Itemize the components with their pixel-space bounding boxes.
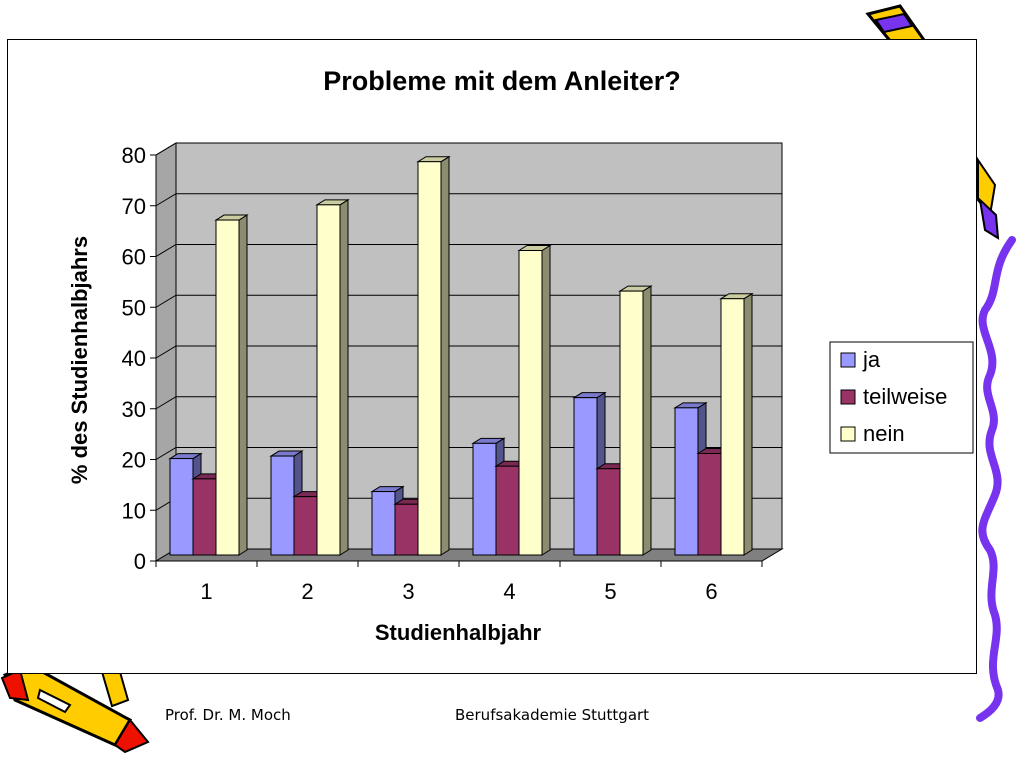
wave-decoration-icon — [976, 236, 1016, 722]
x-tick-label: 2 — [301, 579, 313, 604]
bar-front — [573, 397, 598, 556]
bar-side — [339, 198, 349, 556]
x-tick-label: 3 — [402, 579, 414, 604]
legend-swatch — [840, 426, 856, 442]
y-tick-label: 10 — [122, 498, 146, 523]
bar — [214, 214, 249, 556]
footer-institution: Berufsakademie Stuttgart — [455, 706, 650, 724]
bar-front — [293, 496, 318, 556]
bar-front — [394, 503, 419, 556]
bar-front — [697, 453, 722, 556]
y-tick-label: 20 — [122, 448, 146, 473]
x-tick-label: 1 — [200, 579, 212, 604]
bar-front — [417, 161, 442, 556]
y-tick-label: 60 — [122, 245, 146, 270]
legend-label: ja — [862, 347, 881, 372]
bar-side — [541, 244, 551, 556]
bar-side — [238, 214, 248, 556]
bar — [517, 244, 552, 556]
legend: ja teilweise nein — [829, 341, 974, 454]
x-tick-label: 4 — [503, 579, 515, 604]
bar-front — [518, 250, 543, 556]
pencil-tip-icon — [977, 156, 1000, 240]
bar-side — [743, 292, 753, 556]
y-tick-label: 0 — [134, 549, 146, 574]
y-axis-label: % des Studienhalbjahrs — [67, 236, 92, 484]
chart-title: Probleme mit dem Anleiter? — [323, 66, 681, 96]
bar-front — [192, 478, 217, 556]
bar-side — [642, 285, 652, 556]
gridline — [155, 142, 782, 156]
legend-label: nein — [863, 421, 905, 446]
footer-author: Prof. Dr. M. Moch — [165, 706, 291, 724]
bar-front — [472, 442, 497, 556]
y-tick-label: 80 — [122, 143, 146, 168]
x-tick-label: 5 — [604, 579, 616, 604]
bar — [719, 292, 754, 556]
bar-front — [215, 219, 240, 556]
bar-front — [371, 491, 396, 556]
pencil-bottom-icon — [0, 663, 150, 754]
bar — [618, 285, 653, 556]
bar — [315, 198, 350, 556]
bar-front — [270, 455, 295, 556]
bar-front — [495, 465, 520, 556]
bar-front — [169, 458, 194, 556]
legend-swatch — [840, 352, 856, 368]
bar-front — [720, 298, 745, 556]
pencil-icon — [865, 4, 927, 50]
bar-front — [596, 468, 621, 556]
gridline — [155, 244, 782, 257]
y-tick-label: 50 — [122, 295, 146, 320]
bar-front — [316, 204, 341, 556]
y-tick-label: 30 — [122, 397, 146, 422]
legend-swatch — [840, 389, 856, 405]
bar-front — [619, 290, 644, 556]
x-axis-label: Studienhalbjahr — [375, 620, 542, 645]
bar-side — [440, 155, 450, 556]
y-tick-label: 70 — [122, 194, 146, 219]
legend-label: teilweise — [863, 384, 947, 409]
y-tick-label: 40 — [122, 346, 146, 371]
chart-frame: Probleme mit dem Anleiter? 0 10 20 30 40 50 60… — [7, 39, 977, 674]
gridline — [155, 193, 782, 207]
bar — [416, 155, 451, 556]
gridline — [155, 345, 782, 359]
bar-chart: Probleme mit dem Anleiter? 0 10 20 30 40 50 60… — [67, 66, 974, 645]
gridline — [155, 294, 782, 308]
x-tick-label: 6 — [705, 579, 717, 604]
bar-front — [674, 407, 699, 556]
